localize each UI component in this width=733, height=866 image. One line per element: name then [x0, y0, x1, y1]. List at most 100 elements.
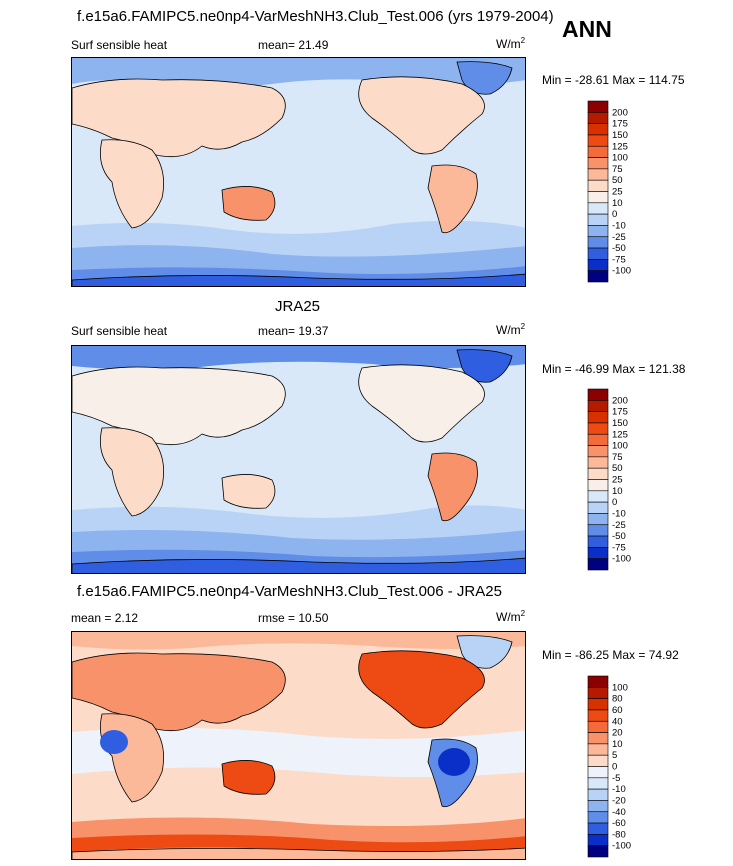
colorbar-swatch	[587, 123, 609, 136]
colorbar-swatch	[587, 732, 609, 745]
colorbar-swatch	[587, 456, 609, 469]
panel-3-title: f.e15a6.FAMIPC5.ne0np4-VarMeshNH3.Club_T…	[77, 583, 502, 600]
colorbar-swatch	[587, 675, 609, 688]
colorbar-tick-label: 25	[612, 475, 623, 486]
colorbar-tick-label: 100	[612, 682, 628, 693]
colorbar-tick-label: -100	[612, 841, 631, 852]
panel-3-minmax: Min = -86.25 Max = 74.92	[542, 648, 679, 662]
colorbar-swatch	[587, 270, 609, 283]
colorbar-tick-label: 0	[612, 209, 617, 220]
panel-2-title: JRA25	[275, 298, 321, 315]
colorbar-tick-label: 60	[612, 705, 623, 716]
colorbar-tick-label: 80	[612, 694, 623, 705]
colorbar-tick-label: -10	[612, 508, 626, 519]
colorbar-tick-label: 150	[612, 418, 628, 429]
colorbar-swatch	[587, 535, 609, 548]
colorbar-tick-label: 10	[612, 486, 623, 497]
colorbar-tick-label: 0	[612, 497, 617, 508]
colorbar-swatch	[587, 698, 609, 711]
colorbar-tick-label: 0	[612, 762, 617, 773]
panel-1-title: f.e15a6.FAMIPC5.ne0np4-VarMeshNH3.Club_T…	[77, 8, 554, 25]
colorbar-swatch	[587, 100, 609, 113]
colorbar-swatch	[587, 467, 609, 480]
colorbar-tick-label: -5	[612, 773, 620, 784]
panel-3-units: W/m2	[496, 609, 526, 624]
panel-1-minmax: Min = -28.61 Max = 114.75	[542, 73, 685, 87]
colorbar-tick-label: -100	[612, 266, 631, 277]
colorbar-swatch	[587, 777, 609, 790]
colorbar-swatch	[587, 213, 609, 226]
colorbar-swatch	[587, 445, 609, 458]
colorbar-tick-label: -60	[612, 818, 626, 829]
colorbar-swatch	[587, 743, 609, 756]
panel-1-colorbar: 200 175 150 125 100 75 50 25 10 0 -10 -25 -50 -75 -100	[587, 100, 631, 283]
colorbar-tick-label: 25	[612, 187, 623, 198]
colorbar-swatch	[587, 247, 609, 260]
colorbar-tick-label: 75	[612, 452, 623, 463]
colorbar-tick-label: 5	[612, 750, 617, 761]
colorbar-tick-label: 200	[612, 395, 628, 406]
panel-2-units: W/m2	[496, 322, 526, 337]
season-label: ANN	[562, 16, 612, 42]
panel-2-colorbar: 200 175 150 125 100 75 50 25 10 0 -10 -25 -50 -75 -100	[587, 388, 631, 571]
colorbar-swatch	[587, 845, 609, 858]
colorbar-tick-label: -20	[612, 795, 626, 806]
colorbar-tick-label: -10	[612, 784, 626, 795]
colorbar-tick-label: -50	[612, 531, 626, 542]
colorbar-tick-label: -100	[612, 554, 631, 565]
colorbar-tick-label: -25	[612, 520, 626, 531]
colorbar-swatch	[587, 145, 609, 158]
colorbar-swatch	[587, 191, 609, 204]
colorbar-swatch	[587, 168, 609, 181]
colorbar-tick-label: -75	[612, 254, 626, 265]
colorbar-tick-label: 125	[612, 429, 628, 440]
colorbar-tick-label: 40	[612, 716, 623, 727]
panel-2-mean-label: mean= 19.37	[258, 324, 329, 338]
colorbar-tick-label: 100	[612, 153, 628, 164]
colorbar-tick-label: -25	[612, 232, 626, 243]
colorbar-swatch	[587, 800, 609, 813]
colorbar-tick-label: -80	[612, 829, 626, 840]
colorbar-swatch	[587, 788, 609, 801]
colorbar-tick-label: 10	[612, 198, 623, 209]
panel-2-variable-label: Surf sensible heat	[71, 324, 168, 338]
colorbar-tick-label: 175	[612, 119, 628, 130]
colorbar-tick-label: 200	[612, 107, 628, 118]
colorbar-tick-label: 125	[612, 141, 628, 152]
colorbar-swatch	[587, 766, 609, 779]
colorbar-tick-label: 100	[612, 441, 628, 452]
colorbar-swatch	[587, 513, 609, 526]
panel-1-map-svg	[72, 58, 525, 286]
panel-1-units: W/m2	[496, 36, 526, 51]
colorbar-tick-label: -50	[612, 243, 626, 254]
colorbar-swatch	[587, 524, 609, 537]
panel-3-map	[71, 631, 526, 860]
colorbar-tick-label: -75	[612, 542, 626, 553]
panel-1-variable-label: Surf sensible heat	[71, 38, 168, 52]
colorbar-swatch	[587, 501, 609, 514]
colorbar-tick-label: -10	[612, 220, 626, 231]
colorbar-tick-label: 10	[612, 739, 623, 750]
colorbar-swatch	[587, 236, 609, 249]
colorbar-swatch	[587, 709, 609, 722]
colorbar-swatch	[587, 388, 609, 401]
panel-2-map	[71, 345, 526, 574]
colorbar-swatch	[587, 687, 609, 699]
colorbar-tick-label: 150	[612, 130, 628, 141]
colorbar-swatch	[587, 754, 609, 767]
panel-2-map-svg	[72, 346, 525, 573]
colorbar-swatch	[587, 259, 609, 271]
colorbar-swatch	[587, 479, 609, 492]
colorbar-tick-label: 20	[612, 728, 623, 739]
colorbar-swatch	[587, 134, 609, 147]
colorbar-swatch	[587, 179, 609, 192]
colorbar-swatch	[587, 720, 609, 733]
panel-3-map-svg	[72, 632, 525, 859]
colorbar-tick-label: 50	[612, 463, 623, 474]
colorbar-swatch	[587, 411, 609, 424]
panel-1-mean-label: mean= 21.49	[258, 38, 329, 52]
colorbar-swatch	[587, 400, 609, 412]
